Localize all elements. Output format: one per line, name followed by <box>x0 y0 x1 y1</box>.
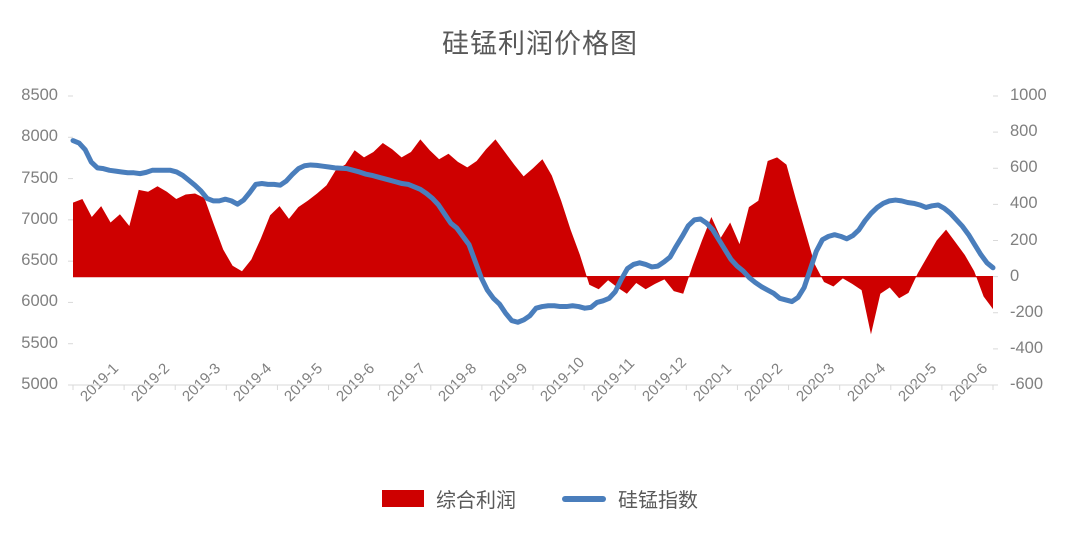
legend-label-index: 硅锰指数 <box>618 488 698 512</box>
line-swatch-icon <box>562 495 606 502</box>
index-line-series <box>70 138 996 325</box>
y-right-tick-400: 400 <box>1010 194 1038 213</box>
chart-legend: 综合利润 硅锰指数 <box>0 484 1080 513</box>
y-left-tick-8500: 8500 <box>21 86 58 104</box>
y-left-tick-5000: 5000 <box>21 375 58 393</box>
y-right-tick-0: 0 <box>1010 266 1020 285</box>
y-right-tick--600: -600 <box>1010 375 1044 393</box>
y-right-tick-800: 800 <box>1010 122 1038 141</box>
y-left-tick-6500: 6500 <box>21 251 58 270</box>
y-right-tick--400: -400 <box>1010 338 1044 357</box>
legend-item-index[interactable]: 硅锰指数 <box>562 484 698 513</box>
y-right-tick--200: -200 <box>1010 302 1044 321</box>
y-right-tick-1000: 1000 <box>1010 86 1047 104</box>
chart-title: 硅锰利润价格图 <box>442 29 638 60</box>
profit-area-series <box>73 139 993 335</box>
area-swatch-icon <box>382 490 424 507</box>
y-left-tick-7000: 7000 <box>21 209 58 228</box>
y-left-tick-7500: 7500 <box>21 168 58 187</box>
y-left-tick-8000: 8000 <box>21 127 58 146</box>
y-left-tick-6000: 6000 <box>21 292 58 311</box>
y-right-tick-600: 600 <box>1010 158 1038 177</box>
legend-label-profit: 综合利润 <box>436 488 516 512</box>
y-left-tick-5500: 5500 <box>21 333 58 352</box>
y-right-tick-200: 200 <box>1010 230 1038 249</box>
legend-item-profit[interactable]: 综合利润 <box>382 484 516 513</box>
